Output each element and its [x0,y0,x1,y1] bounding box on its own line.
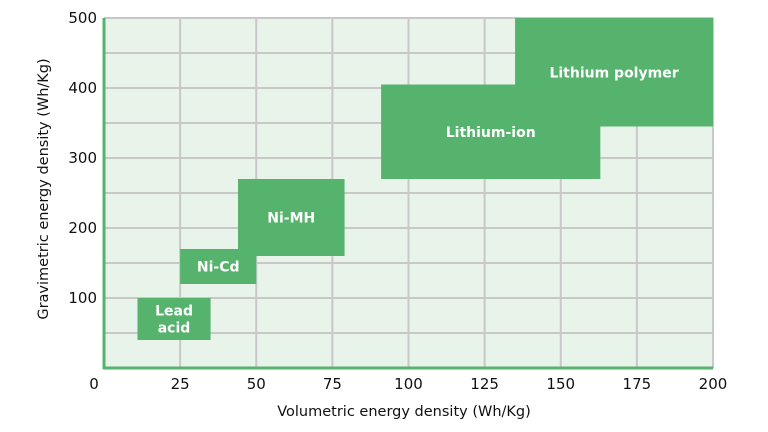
x-tick-label: 0 [89,375,99,393]
region-label-lithium-ion: Lithium-ion [446,125,536,141]
x-tick-label: 175 [623,375,652,393]
y-tick-label: 400 [68,79,97,97]
x-axis-title: Volumetric energy density (Wh/Kg) [277,404,531,420]
x-tick-label: 200 [699,375,728,393]
region-label-lead-acid: acid [158,321,191,337]
x-tick-label: 125 [470,375,499,393]
y-tick-label: 100 [68,289,97,307]
axes [102,18,713,370]
y-axis-title: Gravimetric energy density (Wh/Kg) [36,58,52,319]
x-tick-label: 150 [546,375,575,393]
x-tick-label: 100 [394,375,423,393]
region-lithium-polymer [515,18,713,127]
x-tick-label: 25 [171,375,190,393]
region-lead-acid [137,298,211,340]
y-tick-label: 200 [68,219,97,237]
region-ni-mh [237,179,345,256]
region-label-ni-mh: Ni-MH [267,211,315,227]
region-label-ni-cd: Ni-Cd [197,260,240,276]
x-tick-label: 50 [247,375,266,393]
y-tick-label: 300 [68,149,97,167]
region-label-lead-acid: Lead [155,304,193,320]
y-tick-label: 500 [68,9,97,27]
y-tick-labels: 100 200 300 400 500 [68,9,97,307]
x-tick-labels: 0 25 50 75 100 125 150 175 200 [89,375,727,393]
region-label-lithium-polymer: Lithium polymer [549,65,678,81]
x-tick-label: 75 [323,375,342,393]
